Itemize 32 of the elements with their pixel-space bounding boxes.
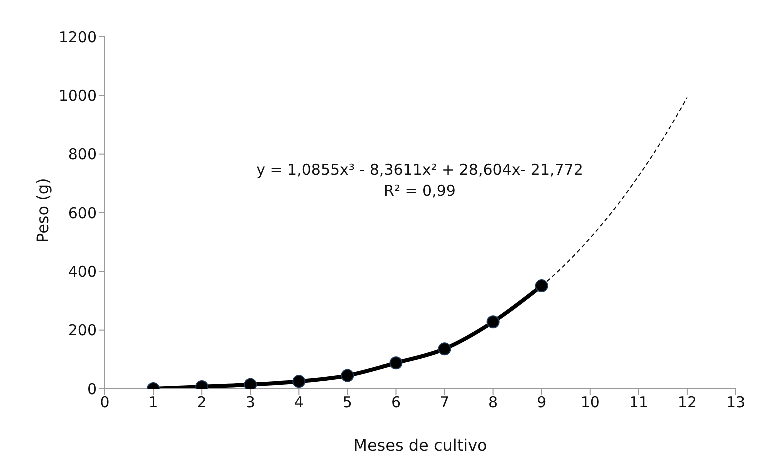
y-tick-label: 1200 [58,28,97,46]
x-tick-label: 13 [726,394,746,412]
point [535,280,548,293]
x-tick-label: 3 [246,394,256,412]
point [390,356,403,370]
x-tick-label: 10 [580,394,600,412]
x-tick-label: 7 [440,394,450,412]
y-tick-label: 0 [87,380,97,398]
y-tick-label: 1000 [58,86,97,105]
x-tick-label: 11 [629,394,648,412]
x-tick-label: 9 [537,394,547,412]
x-tick-label: 5 [342,394,352,412]
y-tick-label: 600 [68,204,97,222]
x-tick-label: 0 [100,394,110,412]
x-tick-label: 1 [148,394,158,412]
point [341,369,354,382]
y-tick-label: 400 [68,262,97,281]
annotation: R² = 0,99 [383,181,457,202]
x-tick-label: 8 [488,394,498,412]
x-tick-label: 6 [391,394,402,412]
x-axis-title: Meses de cultivo [354,436,488,455]
point [438,342,452,356]
x-tick-label: 4 [294,394,304,412]
point [244,378,258,389]
point [292,375,306,388]
x-tick-label: 2 [197,394,207,412]
y-tick-label: 800 [68,146,97,164]
annotation: y = 1,0855x³ - 8,3611x² + 28,604x- 21,772 [256,160,584,181]
y-tick-label: 200 [68,322,97,340]
x-tick-label: 12 [678,394,698,412]
point [486,316,500,329]
y-axis-title: Peso (g) [34,178,53,243]
